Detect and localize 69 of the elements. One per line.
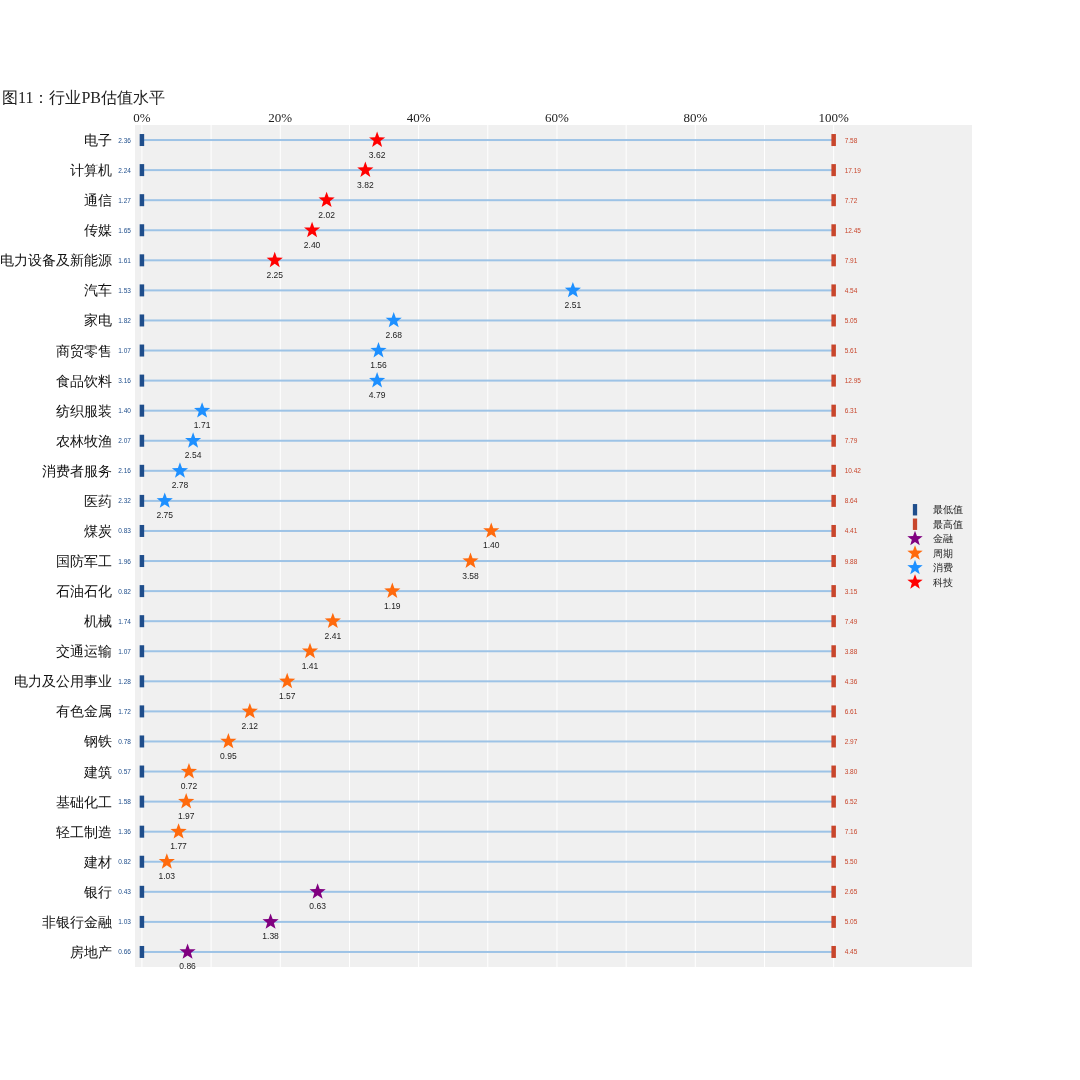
annotation: 1.19 [384,600,401,611]
annotation: 2.41 [324,630,342,641]
annotation: 1.03 [158,871,176,882]
annotation: 2.02 [318,209,335,220]
legend-label: 最高值 [933,518,963,530]
category: 基础化工 [56,794,112,810]
x-tick: 100% [818,110,849,125]
category: 食品饮料 [56,373,112,389]
category: 电力及公用事业 [14,674,112,690]
x-tick: 0% [133,110,151,125]
annotation: 2.40 [303,239,321,250]
annotation: 1.38 [262,931,279,942]
category: 计算机 [70,163,112,179]
annotation: 0.95 [220,750,237,761]
x-tick: 40% [406,110,431,125]
annotation: 2.12 [241,720,259,731]
legend-label: 消费 [933,562,953,574]
x-tick: 60% [545,110,569,125]
annotation: 2.54 [184,450,202,461]
category: 钢铁 [84,734,112,750]
annotation: 1.97 [177,811,195,822]
category: 医药 [84,493,112,509]
annotation: 3.58 [462,570,479,581]
category: 纺织服装 [56,403,112,419]
title: 图11：行业PB估值水平 [2,89,165,106]
category: 轻工制造 [56,824,112,840]
category: 房地产 [70,944,112,960]
annotation: 0.86 [179,961,196,972]
annotation: 0.72 [180,781,198,792]
legend-label: 最低值 [933,504,963,516]
annotation: 1.40 [482,540,500,551]
legend-label: 金融 [933,533,953,545]
category: 石油石化 [56,584,112,600]
annotation: 3.82 [357,179,374,190]
legend-label: 科技 [933,576,953,588]
category: 农林牧渔 [56,433,112,449]
category: 机械 [84,614,112,630]
legend-label: 周期 [933,547,953,559]
annotation: 4.79 [368,390,386,401]
annotation: 2.78 [171,480,189,491]
annotation: 2.75 [156,510,173,521]
category: 建筑 [84,764,112,780]
annotation: 1.56 [370,360,387,371]
annotation: 3.62 [368,149,386,160]
category: 有色金属 [56,704,112,720]
annotation: 1.57 [278,690,296,701]
annotation: 1.77 [170,841,187,852]
annotation: 1.71 [193,420,211,431]
category: 非银行金融 [42,914,112,930]
category: 商贸零售 [56,343,112,359]
category: 家电 [84,313,112,329]
category: 交通运输 [56,644,112,660]
annotation: 2.25 [266,269,283,280]
category: 电力设备及新能源 [0,253,112,269]
annotation: 2.68 [385,329,402,340]
x-tick: 80% [683,110,708,125]
category: 汽车 [84,283,112,299]
category: 传媒 [84,223,112,239]
category: 煤炭 [84,523,112,539]
category: 国防军工 [56,554,112,570]
x-tick: 20% [268,110,293,125]
annotation: 1.41 [301,660,319,671]
category: 电子 [84,133,112,149]
category: 通信 [84,193,112,209]
category: 银行 [84,884,112,900]
category: 建材 [84,854,112,870]
category: 消费者服务 [42,463,112,479]
annotation: 2.51 [564,299,582,310]
annotation: 0.63 [309,901,326,912]
